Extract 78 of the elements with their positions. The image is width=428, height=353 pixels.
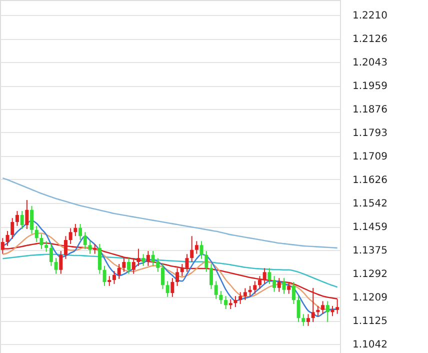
candlestick — [74, 223, 78, 237]
candlestick — [277, 278, 281, 292]
candlestick — [190, 236, 194, 263]
y-tick-label: 1.1042 — [352, 339, 388, 350]
candlestick — [268, 268, 272, 284]
candlestick — [127, 258, 131, 274]
candlestick — [292, 282, 296, 304]
candlestick — [59, 250, 63, 274]
y-tick-label: 1.1292 — [352, 269, 388, 280]
candlestick — [25, 200, 29, 230]
candlestick — [151, 250, 155, 266]
candlestick — [44, 240, 48, 252]
candlestick — [54, 258, 58, 274]
candlestick — [234, 296, 238, 308]
y-tick-label: 1.2043 — [352, 57, 388, 68]
candlestick — [185, 254, 189, 272]
candlestick — [142, 254, 146, 266]
candlestick — [160, 263, 164, 290]
candlestick — [15, 210, 19, 226]
y-tick-label: 1.1209 — [352, 292, 388, 304]
candlestick — [200, 240, 204, 260]
candlestick — [296, 296, 300, 323]
candlestick — [102, 265, 106, 286]
line-series — [2, 177, 338, 249]
candlestick — [219, 290, 223, 304]
candlestick — [88, 240, 92, 254]
candlestick — [83, 232, 87, 250]
candlestick — [238, 292, 242, 304]
candlestick — [156, 258, 160, 272]
candlestick — [180, 263, 184, 277]
candlestick — [302, 314, 306, 326]
candlestick — [321, 300, 325, 314]
y-tick-label: 1.1626 — [352, 174, 388, 186]
candlestick — [306, 314, 310, 326]
candlestick — [40, 234, 44, 250]
candlestick — [258, 276, 262, 290]
candlestick — [146, 250, 150, 266]
candlestick — [224, 296, 228, 310]
y-tick-label: 1.1876 — [352, 104, 388, 116]
candlestick — [6, 230, 10, 246]
candlestick — [10, 218, 14, 240]
candlestick — [194, 240, 198, 254]
candlestick — [132, 258, 136, 274]
y-tick-label: 1.1709 — [352, 152, 388, 163]
candlestick — [243, 288, 247, 301]
candlestick — [287, 282, 291, 294]
candlestick — [20, 210, 24, 230]
candlestick — [30, 205, 34, 234]
candlestick — [122, 258, 126, 272]
y-tick-label: 1.2126 — [352, 34, 388, 46]
candlestick — [282, 278, 286, 294]
candlestick — [108, 276, 112, 286]
candlestick — [253, 280, 257, 294]
candlestick — [326, 300, 330, 323]
candlestick — [117, 263, 121, 280]
candlestick — [272, 276, 276, 292]
candlestick — [98, 243, 102, 274]
candlestick — [34, 225, 38, 242]
y-tick-label: 1.2210 — [352, 10, 388, 22]
y-tick-label: 1.1542 — [352, 198, 388, 210]
y-tick-label: 1.1959 — [352, 81, 388, 92]
y-tick-label: 1.1459 — [352, 222, 388, 234]
y-tick-label: 1.1125 — [352, 316, 388, 328]
candlestick — [262, 268, 266, 284]
y-tick-label: 1.1793 — [352, 128, 388, 139]
candlestick — [209, 263, 213, 290]
candlestick — [176, 268, 180, 286]
candlestick — [166, 280, 170, 298]
candlestick — [170, 278, 174, 298]
y-tick-label: 1.1375 — [352, 246, 388, 257]
candlestick — [204, 250, 208, 272]
candlestick — [112, 270, 116, 284]
candlestick — [214, 280, 218, 300]
candlestick — [49, 243, 53, 266]
candlestick — [78, 223, 82, 241]
candlestick — [228, 298, 232, 310]
candlestick — [136, 248, 140, 266]
candlestick — [68, 228, 72, 244]
